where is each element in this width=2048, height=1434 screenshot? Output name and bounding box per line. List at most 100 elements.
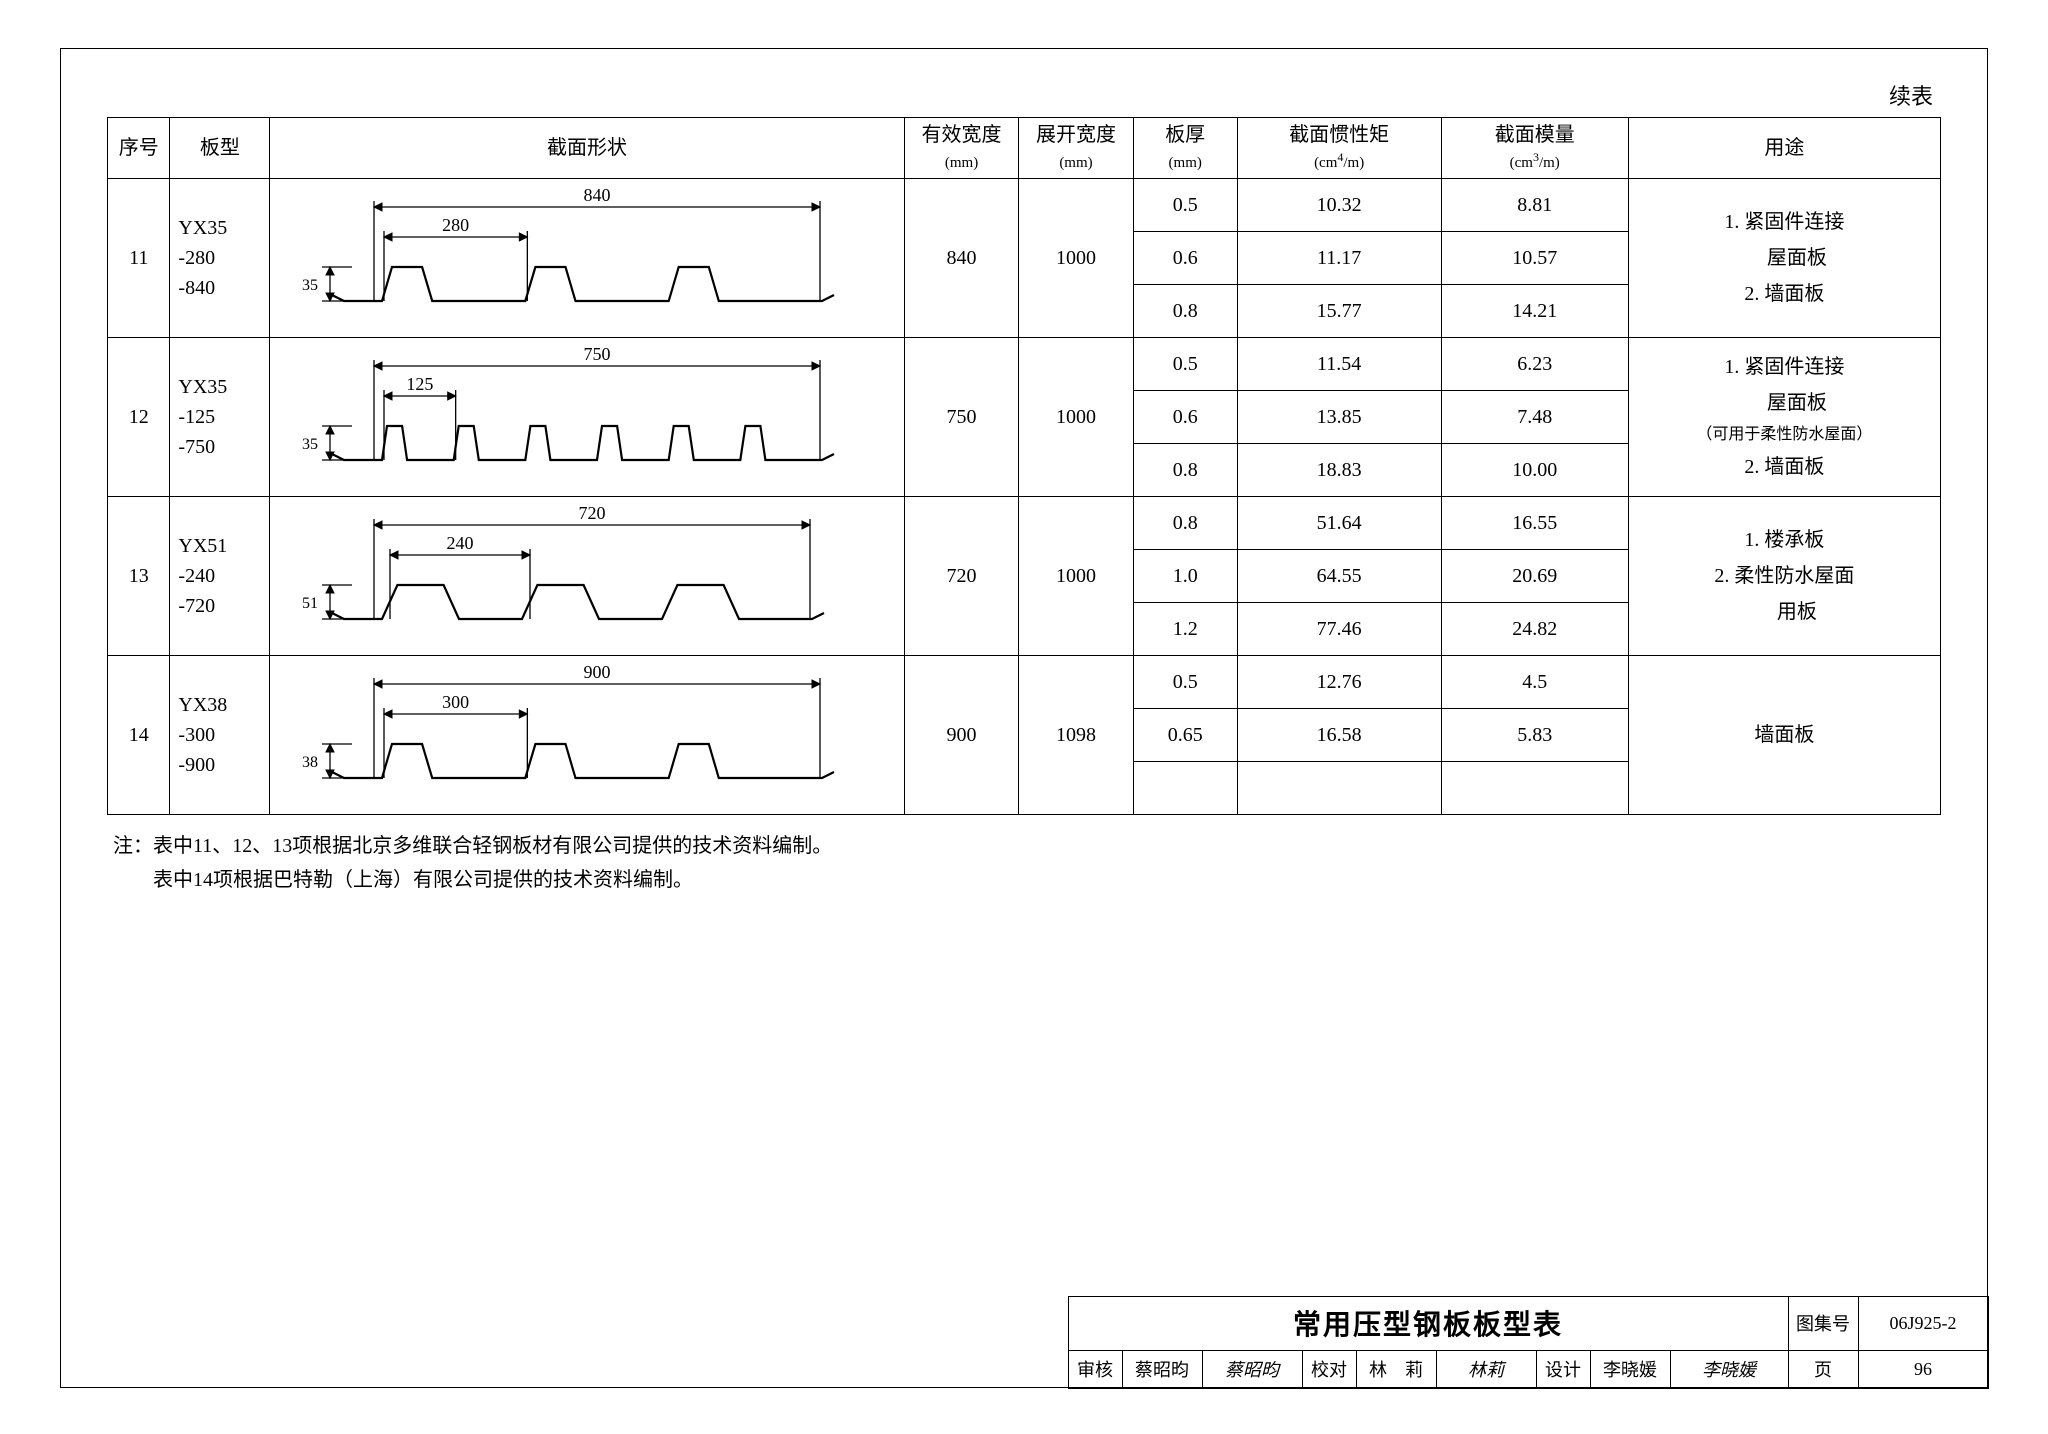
design-name: 李晓媛 — [1590, 1350, 1670, 1388]
profile-diagram: 750 125 35 — [292, 342, 882, 492]
col-usage: 用途 — [1628, 118, 1940, 179]
page: 续表 序号 板型 截面形状 有效宽度 (mm) 展开宽度 — [0, 0, 2048, 1434]
inertia-cell: 12.76 — [1237, 656, 1441, 709]
inertia-cell: 16.58 — [1237, 709, 1441, 762]
thickness-cell: 0.6 — [1133, 232, 1237, 285]
thickness-cell: 0.5 — [1133, 338, 1237, 391]
unf-width-cell: 1000 — [1019, 497, 1133, 656]
modulus-cell — [1441, 762, 1628, 815]
svg-text:300: 300 — [442, 692, 469, 712]
unit: (mm) — [945, 155, 978, 171]
usage-cell: 1. 紧固件连接 屋面板2. 墙面板 — [1628, 179, 1940, 338]
col-inertia: 截面惯性矩 (cm4/m) — [1237, 118, 1441, 179]
col-unf-width: 展开宽度 (mm) — [1019, 118, 1133, 179]
eff-width-cell: 720 — [904, 497, 1018, 656]
thickness-cell: 0.5 — [1133, 656, 1237, 709]
inertia-cell: 10.32 — [1237, 179, 1441, 232]
unit: (mm) — [1169, 155, 1202, 171]
thickness-cell: 1.2 — [1133, 603, 1237, 656]
col-shape: 截面形状 — [270, 118, 905, 179]
header-row: 序号 板型 截面形状 有效宽度 (mm) 展开宽度 (mm) 板厚 (mm) — [108, 118, 1941, 179]
usage-cell: 1. 紧固件连接 屋面板（可用于柔性防水屋面）2. 墙面板 — [1628, 338, 1940, 497]
svg-text:38: 38 — [302, 754, 318, 771]
modulus-cell: 5.83 — [1441, 709, 1628, 762]
unit: (mm) — [1059, 155, 1092, 171]
col-eff-width: 有效宽度 (mm) — [904, 118, 1018, 179]
thickness-cell: 0.6 — [1133, 391, 1237, 444]
thickness-cell — [1133, 762, 1237, 815]
document-title: 常用压型钢板板型表 — [1068, 1296, 1788, 1350]
inertia-cell: 77.46 — [1237, 603, 1441, 656]
inertia-cell — [1237, 762, 1441, 815]
svg-text:240: 240 — [447, 533, 474, 553]
svg-text:900: 900 — [584, 662, 611, 682]
label: 截面惯性矩 — [1289, 124, 1389, 146]
unit: (cm3/m) — [1510, 155, 1560, 171]
col-model: 板型 — [170, 118, 270, 179]
profile-cell: 900 300 38 — [270, 656, 905, 815]
svg-text:280: 280 — [442, 215, 469, 235]
thickness-cell: 0.5 — [1133, 179, 1237, 232]
col-modulus: 截面模量 (cm3/m) — [1441, 118, 1628, 179]
notes: 注：表中11、12、13项根据北京多维联合轻钢板材有限公司提供的技术资料编制。 … — [107, 829, 1941, 897]
svg-text:840: 840 — [584, 185, 611, 205]
modulus-cell: 10.57 — [1441, 232, 1628, 285]
svg-text:720: 720 — [579, 503, 606, 523]
review-label: 审核 — [1068, 1350, 1122, 1388]
label: 截面模量 — [1495, 124, 1575, 146]
unf-width-cell: 1000 — [1019, 338, 1133, 497]
table-row: 13YX51-240-720 720 240 51 72010000.851.6… — [108, 497, 1941, 550]
continued-label: 续表 — [107, 79, 1941, 111]
thickness-cell: 0.65 — [1133, 709, 1237, 762]
modulus-cell: 14.21 — [1441, 285, 1628, 338]
profile-cell: 720 240 51 — [270, 497, 905, 656]
seq-cell: 12 — [108, 338, 170, 497]
col-thickness: 板厚 (mm) — [1133, 118, 1237, 179]
label: 展开宽度 — [1036, 124, 1116, 146]
col-seq: 序号 — [108, 118, 170, 179]
inertia-cell: 11.17 — [1237, 232, 1441, 285]
svg-text:35: 35 — [302, 277, 318, 294]
table-row: 14YX38-300-900 900 300 38 90010980.512.7… — [108, 656, 1941, 709]
modulus-cell: 10.00 — [1441, 444, 1628, 497]
inertia-cell: 15.77 — [1237, 285, 1441, 338]
modulus-cell: 8.81 — [1441, 179, 1628, 232]
eff-width-cell: 840 — [904, 179, 1018, 338]
usage-cell: 墙面板 — [1628, 656, 1940, 815]
thickness-cell: 0.8 — [1133, 285, 1237, 338]
eff-width-cell: 900 — [904, 656, 1018, 815]
check-label: 校对 — [1302, 1350, 1356, 1388]
unf-width-cell: 1098 — [1019, 656, 1133, 815]
inertia-cell: 51.64 — [1237, 497, 1441, 550]
seq-cell: 13 — [108, 497, 170, 656]
review-name: 蔡昭昀 — [1122, 1350, 1202, 1388]
model-cell: YX35-280-840 — [170, 179, 270, 338]
modulus-cell: 16.55 — [1441, 497, 1628, 550]
svg-text:35: 35 — [302, 436, 318, 453]
model-cell: YX51-240-720 — [170, 497, 270, 656]
note-label: 注： — [113, 835, 153, 857]
note-line-2: 表中14项根据巴特勒（上海）有限公司提供的技术资料编制。 — [153, 869, 693, 891]
inertia-cell: 64.55 — [1237, 550, 1441, 603]
model-cell: YX38-300-900 — [170, 656, 270, 815]
eff-width-cell: 750 — [904, 338, 1018, 497]
review-signature: 蔡昭昀 — [1202, 1350, 1302, 1388]
svg-text:125: 125 — [406, 374, 433, 394]
design-label: 设计 — [1536, 1350, 1590, 1388]
seq-cell: 14 — [108, 656, 170, 815]
table-row: 11YX35-280-840 840 280 35 84010000.510.3… — [108, 179, 1941, 232]
thickness-cell: 0.8 — [1133, 497, 1237, 550]
table-row: 12YX35-125-750 750 125 35 75010000.511.5… — [108, 338, 1941, 391]
page-no: 96 — [1858, 1350, 1988, 1388]
profile-cell: 750 125 35 — [270, 338, 905, 497]
label: 板厚 — [1165, 124, 1205, 146]
document-frame: 续表 序号 板型 截面形状 有效宽度 (mm) 展开宽度 — [60, 48, 1988, 1388]
modulus-cell: 20.69 — [1441, 550, 1628, 603]
svg-text:51: 51 — [302, 595, 318, 612]
thickness-cell: 0.8 — [1133, 444, 1237, 497]
note-line-1: 表中11、12、13项根据北京多维联合轻钢板材有限公司提供的技术资料编制。 — [153, 835, 832, 857]
profile-diagram: 840 280 35 — [292, 183, 882, 333]
inertia-cell: 18.83 — [1237, 444, 1441, 497]
usage-cell: 1. 楼承板2. 柔性防水屋面 用板 — [1628, 497, 1940, 656]
label: 有效宽度 — [922, 124, 1002, 146]
